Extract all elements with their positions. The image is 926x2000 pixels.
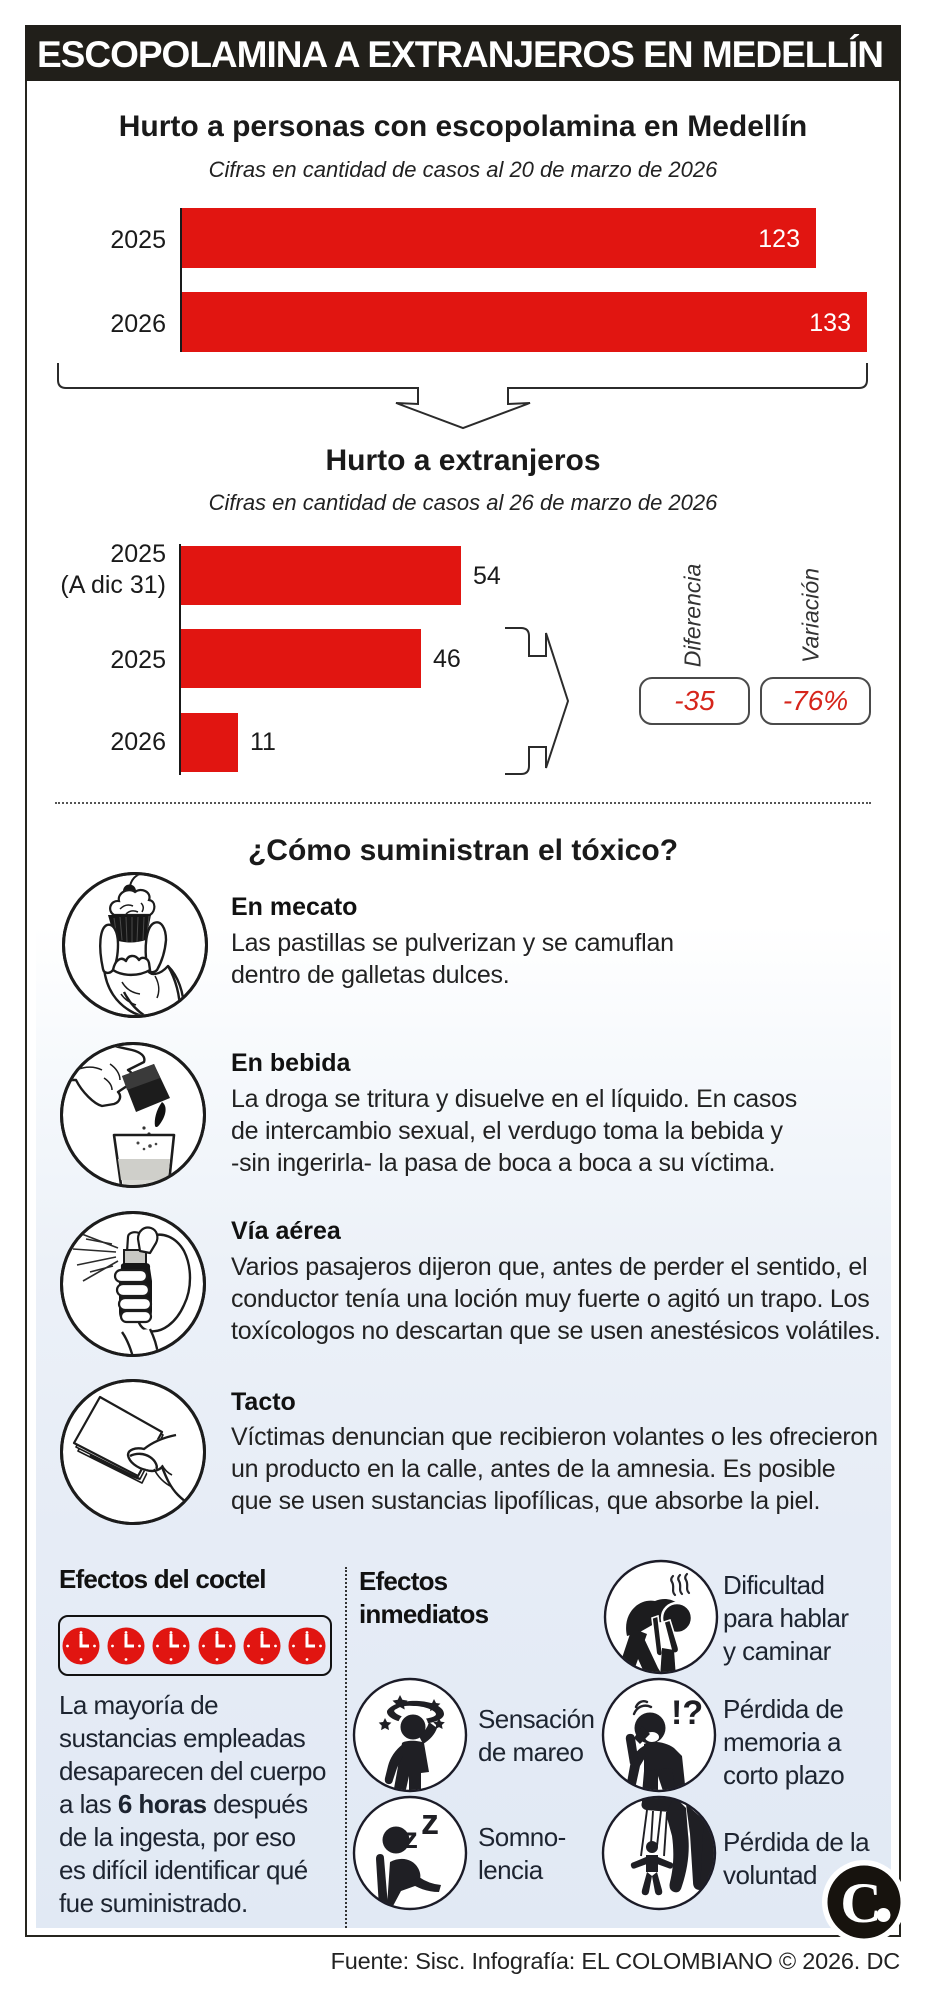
svg-text:C: C <box>840 1872 881 1935</box>
svg-text:!?: !? <box>671 1694 703 1732</box>
svg-text:z: z <box>421 1801 439 1842</box>
svg-text:z: z <box>403 1822 418 1855</box>
